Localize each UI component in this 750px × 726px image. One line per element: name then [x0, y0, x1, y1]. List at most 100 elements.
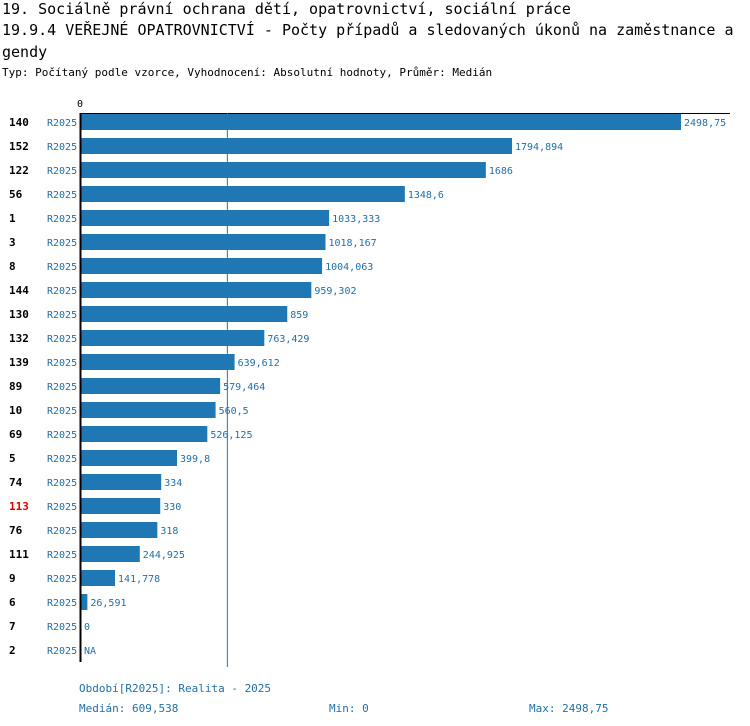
row-id-label: 113: [9, 500, 29, 513]
row-id-label: 3: [9, 236, 16, 249]
bar-value-label: 1004,063: [325, 262, 373, 273]
bar: [81, 258, 323, 274]
bar: [81, 354, 235, 370]
bar-value-label: 0: [84, 622, 90, 633]
axis-zero-label: 0: [77, 99, 83, 110]
chart-subtitle: Typ: Počítaný podle vzorce, Vyhodnocení:…: [2, 66, 493, 79]
chart-title-line1: 19. Sociálně právní ochrana dětí, opatro…: [2, 0, 571, 18]
row-id-label: 2: [9, 644, 16, 657]
row-id-label: 10: [9, 404, 22, 417]
bar-value-label: 318: [160, 526, 178, 537]
row-period-label: R2025: [47, 262, 77, 273]
row-id-label: 89: [9, 380, 22, 393]
row-period-label: R2025: [47, 214, 77, 225]
row-id-label: 132: [9, 332, 29, 345]
bar: [81, 426, 208, 442]
bar-value-label: 1686: [489, 166, 513, 177]
row-id-label: 140: [9, 116, 29, 129]
bar-value-label: 579,464: [223, 382, 265, 393]
bar-value-label: 1033,333: [332, 214, 380, 225]
row-period-label: R2025: [47, 286, 77, 297]
row-period-label: R2025: [47, 142, 77, 153]
row-id-label: 122: [9, 164, 29, 177]
bar: [81, 378, 221, 394]
bar: [81, 306, 288, 322]
period-note: Období[R2025]: Realita - 2025: [79, 682, 272, 695]
bar: [81, 474, 162, 490]
bar: [81, 594, 88, 610]
bar-value-label: 330: [163, 502, 181, 513]
row-period-label: R2025: [47, 622, 77, 633]
bar: [81, 330, 265, 346]
bar: [81, 162, 486, 178]
chart-title-line2: 19.9.4 VEŘEJNÉ OPATROVNICTVÍ - Počty pří…: [2, 21, 734, 39]
row-id-label: 9: [9, 572, 16, 585]
row-id-label: 7: [9, 620, 16, 633]
row-period-label: R2025: [47, 478, 77, 489]
row-period-label: R2025: [47, 526, 77, 537]
bar: [81, 522, 158, 538]
row-id-label: 56: [9, 188, 23, 201]
row-id-label: 6: [9, 596, 16, 609]
row-period-label: R2025: [47, 310, 77, 321]
bar-value-label: 1794,894: [515, 142, 563, 153]
row-id-label: 111: [9, 548, 29, 561]
row-id-label: 1: [9, 212, 16, 225]
bar: [81, 498, 161, 514]
row-id-label: 5: [9, 452, 16, 465]
row-period-label: R2025: [47, 598, 77, 609]
row-id-label: 8: [9, 260, 16, 273]
bar: [81, 402, 216, 418]
min-stat: Min: 0: [329, 702, 369, 715]
bar: [81, 210, 330, 226]
row-period-label: R2025: [47, 334, 77, 345]
bar: [81, 450, 177, 466]
median-stat: Medián: 609,538: [79, 702, 179, 715]
row-id-label: 69: [9, 428, 22, 441]
chart-title-line3: gendy: [2, 43, 48, 61]
row-id-label: 144: [9, 284, 29, 297]
row-period-label: R2025: [47, 118, 77, 129]
row-period-label: R2025: [47, 406, 77, 417]
bar-value-label: 26,591: [90, 598, 126, 609]
max-stat: Max: 2498,75: [529, 702, 609, 715]
row-id-label: 74: [9, 476, 23, 489]
bar: [81, 546, 140, 562]
bar-value-label: 859: [290, 310, 308, 321]
bar-value-label: NA: [84, 646, 96, 657]
row-id-label: 152: [9, 140, 29, 153]
row-period-label: R2025: [47, 430, 77, 441]
row-period-label: R2025: [47, 166, 77, 177]
bar-value-label: 334: [164, 478, 182, 489]
bar-value-label: 141,778: [118, 574, 160, 585]
row-id-label: 139: [9, 356, 29, 369]
bar-value-label: 560,5: [219, 406, 249, 417]
row-period-label: R2025: [47, 646, 77, 657]
row-period-label: R2025: [47, 550, 77, 561]
row-id-label: 76: [9, 524, 23, 537]
bar-value-label: 399,8: [180, 454, 210, 465]
bar: [81, 138, 512, 154]
row-period-label: R2025: [47, 574, 77, 585]
row-period-label: R2025: [47, 382, 77, 393]
bar-value-label: 959,302: [314, 286, 356, 297]
bar: [81, 114, 681, 130]
row-period-label: R2025: [47, 502, 77, 513]
row-period-label: R2025: [47, 454, 77, 465]
bar-value-label: 526,125: [210, 430, 252, 441]
bar-value-label: 2498,75: [684, 118, 726, 129]
row-period-label: R2025: [47, 238, 77, 249]
row-id-label: 130: [9, 308, 29, 321]
bar-value-label: 763,429: [267, 334, 309, 345]
bar-value-label: 244,925: [143, 550, 185, 561]
bar-value-label: 1018,167: [328, 238, 376, 249]
bar: [81, 282, 312, 298]
bar-value-label: 1348,6: [408, 190, 444, 201]
row-period-label: R2025: [47, 358, 77, 369]
bar: [81, 186, 405, 202]
bar: [81, 570, 116, 586]
row-period-label: R2025: [47, 190, 77, 201]
bar: [81, 234, 326, 250]
bar-value-label: 639,612: [238, 358, 280, 369]
